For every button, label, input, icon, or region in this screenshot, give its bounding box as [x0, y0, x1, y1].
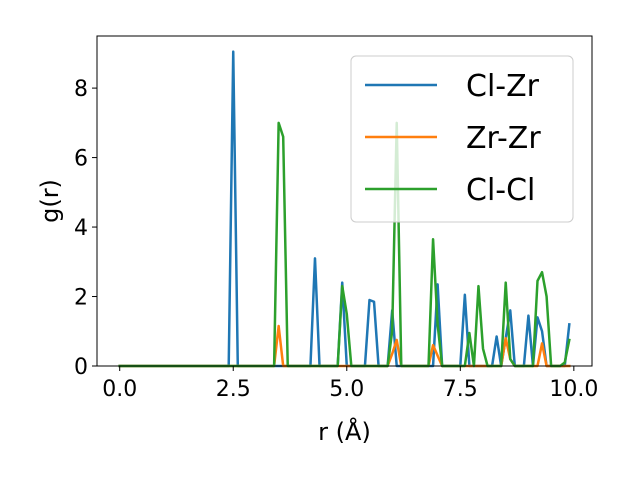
- y-axis-label: g(r): [36, 179, 64, 223]
- x-tick-label: 5.0: [329, 377, 364, 402]
- legend-label-zr-zr: Zr-Zr: [466, 121, 541, 156]
- legend-label-cl-cl: Cl-Cl: [466, 173, 535, 208]
- y-axis: 0 2 4 6 8: [74, 77, 97, 380]
- legend: Cl-Zr Zr-Zr Cl-Cl: [350, 55, 574, 223]
- x-tick-label: 0.0: [102, 377, 137, 402]
- y-tick-label: 8: [74, 77, 88, 102]
- legend-label-cl-zr: Cl-Zr: [466, 69, 540, 104]
- y-tick-label: 2: [74, 286, 88, 311]
- y-tick-label: 0: [74, 355, 88, 380]
- legend-box: [350, 55, 574, 223]
- x-tick-label: 10.0: [549, 377, 598, 402]
- plot-frame: [96, 35, 593, 367]
- x-tick-label: 7.5: [443, 377, 478, 402]
- x-axis: 0.0 2.5 5.0 7.5 10.0: [102, 366, 598, 402]
- y-tick-label: 4: [74, 216, 88, 241]
- y-tick-label: 6: [74, 147, 88, 172]
- x-tick-label: 2.5: [216, 377, 251, 402]
- x-axis-label: r (Å): [318, 417, 371, 446]
